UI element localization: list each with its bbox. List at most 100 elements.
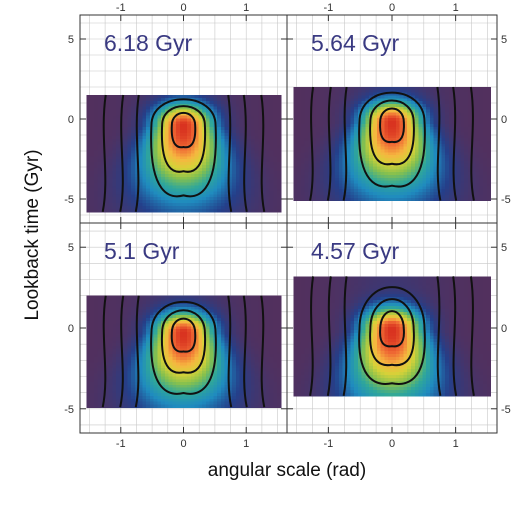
density-cell — [448, 194, 454, 199]
density-cell — [467, 106, 473, 111]
density-cell — [243, 97, 248, 102]
density-cell — [327, 197, 332, 202]
density-cell — [198, 156, 203, 160]
density-cell — [433, 155, 439, 159]
density-cell — [338, 194, 344, 199]
density-cell — [293, 98, 298, 102]
density-cell — [205, 200, 211, 204]
density-cell — [194, 176, 200, 181]
density-cell — [217, 194, 222, 198]
density-cell — [142, 118, 147, 122]
density-cell — [112, 162, 117, 166]
density-cell — [395, 104, 401, 108]
density-cell — [101, 179, 106, 184]
density-cell — [93, 320, 99, 325]
density-cell — [198, 203, 203, 207]
density-cell — [116, 326, 121, 330]
density-cell — [220, 320, 226, 325]
density-cell — [479, 194, 484, 199]
density-cell — [220, 208, 226, 213]
density-cell — [112, 170, 117, 175]
density-cell — [116, 309, 121, 314]
density-cell — [373, 163, 378, 168]
density-cell — [407, 160, 412, 165]
density-cell — [168, 135, 173, 140]
density-cell — [433, 138, 439, 142]
density-cell — [202, 208, 207, 213]
density-cell — [407, 87, 412, 91]
density-cell — [308, 140, 313, 145]
density-cell — [456, 183, 461, 187]
density-cell — [273, 159, 278, 163]
density-cell — [153, 309, 158, 314]
density-cell — [254, 188, 259, 192]
density-cell — [388, 192, 393, 196]
density-cell — [116, 112, 121, 117]
density-cell — [217, 124, 222, 128]
density-cell — [262, 197, 267, 201]
density-cell — [194, 138, 200, 143]
density-cell — [258, 103, 263, 108]
density-cell — [418, 192, 423, 196]
density-cell — [354, 118, 359, 122]
density-cell — [112, 197, 117, 201]
density-cell — [262, 156, 267, 160]
density-cell — [250, 194, 256, 198]
density-cell — [183, 323, 188, 327]
density-cell — [254, 121, 259, 125]
density-cell — [265, 165, 271, 169]
density-cell — [433, 126, 439, 131]
density-cell — [250, 115, 256, 119]
density-cell — [475, 166, 480, 170]
density-cell — [228, 191, 233, 195]
density-cell — [376, 123, 382, 128]
density-cell — [247, 323, 252, 327]
density-cell — [276, 141, 282, 146]
density-cell — [407, 92, 412, 97]
density-cell — [471, 163, 477, 168]
density-cell — [179, 295, 185, 300]
density-cell — [187, 124, 192, 128]
density-cell — [146, 203, 151, 207]
density-cell — [157, 124, 162, 128]
density-cell — [456, 92, 461, 97]
density-cell — [220, 298, 226, 302]
density-cell — [429, 121, 435, 125]
density-cell — [97, 176, 102, 181]
density-cell — [247, 185, 252, 190]
density-cell — [403, 101, 408, 105]
density-cell — [86, 173, 91, 178]
density-cell — [414, 194, 420, 199]
density-cell — [269, 205, 274, 210]
density-cell — [131, 109, 136, 114]
density-cell — [265, 191, 271, 195]
density-cell — [464, 123, 469, 128]
density-cell — [276, 159, 282, 163]
density-cell — [460, 158, 465, 162]
density-cell — [217, 320, 222, 325]
density-cell — [142, 203, 147, 207]
density-cell — [172, 138, 177, 143]
density-cell — [224, 95, 229, 99]
density-cell — [123, 132, 129, 137]
density-cell — [323, 121, 329, 125]
density-cell — [116, 132, 121, 137]
density-cell — [262, 144, 267, 149]
density-cell — [93, 147, 99, 152]
density-cell — [86, 141, 91, 146]
density-cell — [293, 169, 298, 173]
density-cell — [93, 295, 99, 300]
density-cell — [209, 165, 215, 169]
density-cell — [116, 306, 121, 311]
density-cell — [187, 320, 192, 325]
density-cell — [224, 295, 229, 300]
density-cell — [235, 100, 241, 105]
density-cell — [224, 109, 229, 114]
density-cell — [441, 194, 446, 199]
density-cell — [316, 123, 321, 128]
density-cell — [316, 121, 321, 125]
density-cell — [112, 315, 117, 319]
density-cell — [104, 156, 110, 160]
density-cell — [116, 162, 121, 166]
density-cell — [273, 147, 278, 152]
